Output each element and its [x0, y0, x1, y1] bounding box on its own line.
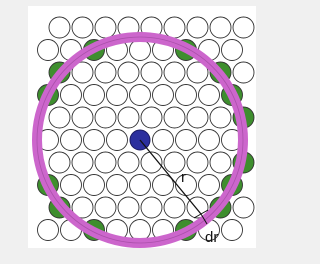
particle	[130, 85, 151, 106]
particle	[176, 85, 197, 106]
particle	[107, 175, 128, 196]
particle	[130, 175, 151, 196]
particle	[153, 130, 174, 151]
particle	[130, 40, 151, 61]
particle	[95, 197, 116, 218]
particle	[222, 40, 243, 61]
particle	[49, 152, 70, 173]
particle	[141, 197, 162, 218]
radius-label: r	[181, 169, 186, 186]
particle	[164, 62, 185, 83]
particle	[164, 17, 185, 38]
particle	[72, 152, 93, 173]
particle	[95, 62, 116, 83]
particle	[118, 197, 139, 218]
particle	[84, 175, 105, 196]
particle	[210, 152, 231, 173]
particle	[61, 130, 82, 151]
particle	[187, 152, 208, 173]
particle	[233, 17, 254, 38]
particle	[164, 107, 185, 128]
particle	[118, 107, 139, 128]
particle	[61, 175, 82, 196]
particle	[210, 107, 231, 128]
particle	[72, 17, 93, 38]
particle	[95, 17, 116, 38]
particle	[107, 85, 128, 106]
particle	[84, 130, 105, 151]
particle	[199, 130, 220, 151]
particle	[72, 107, 93, 128]
particle	[187, 107, 208, 128]
particle	[118, 152, 139, 173]
particle	[199, 85, 220, 106]
particle	[49, 17, 70, 38]
shell-width-label: dr	[205, 229, 218, 246]
particle	[95, 107, 116, 128]
particle	[49, 107, 70, 128]
particle	[233, 62, 254, 83]
particle	[95, 152, 116, 173]
diagram: r dr	[0, 0, 274, 264]
particle	[118, 62, 139, 83]
particle	[176, 130, 197, 151]
particle	[38, 40, 59, 61]
particle	[84, 85, 105, 106]
particle	[141, 62, 162, 83]
particle	[141, 107, 162, 128]
particle	[222, 220, 243, 241]
particle	[61, 85, 82, 106]
particle	[107, 130, 128, 151]
particle	[233, 197, 254, 218]
particle	[38, 220, 59, 241]
particle	[130, 220, 151, 241]
particle	[199, 175, 220, 196]
particle	[210, 17, 231, 38]
particle	[164, 197, 185, 218]
particle	[176, 175, 197, 196]
particle	[187, 17, 208, 38]
particle	[153, 85, 174, 106]
